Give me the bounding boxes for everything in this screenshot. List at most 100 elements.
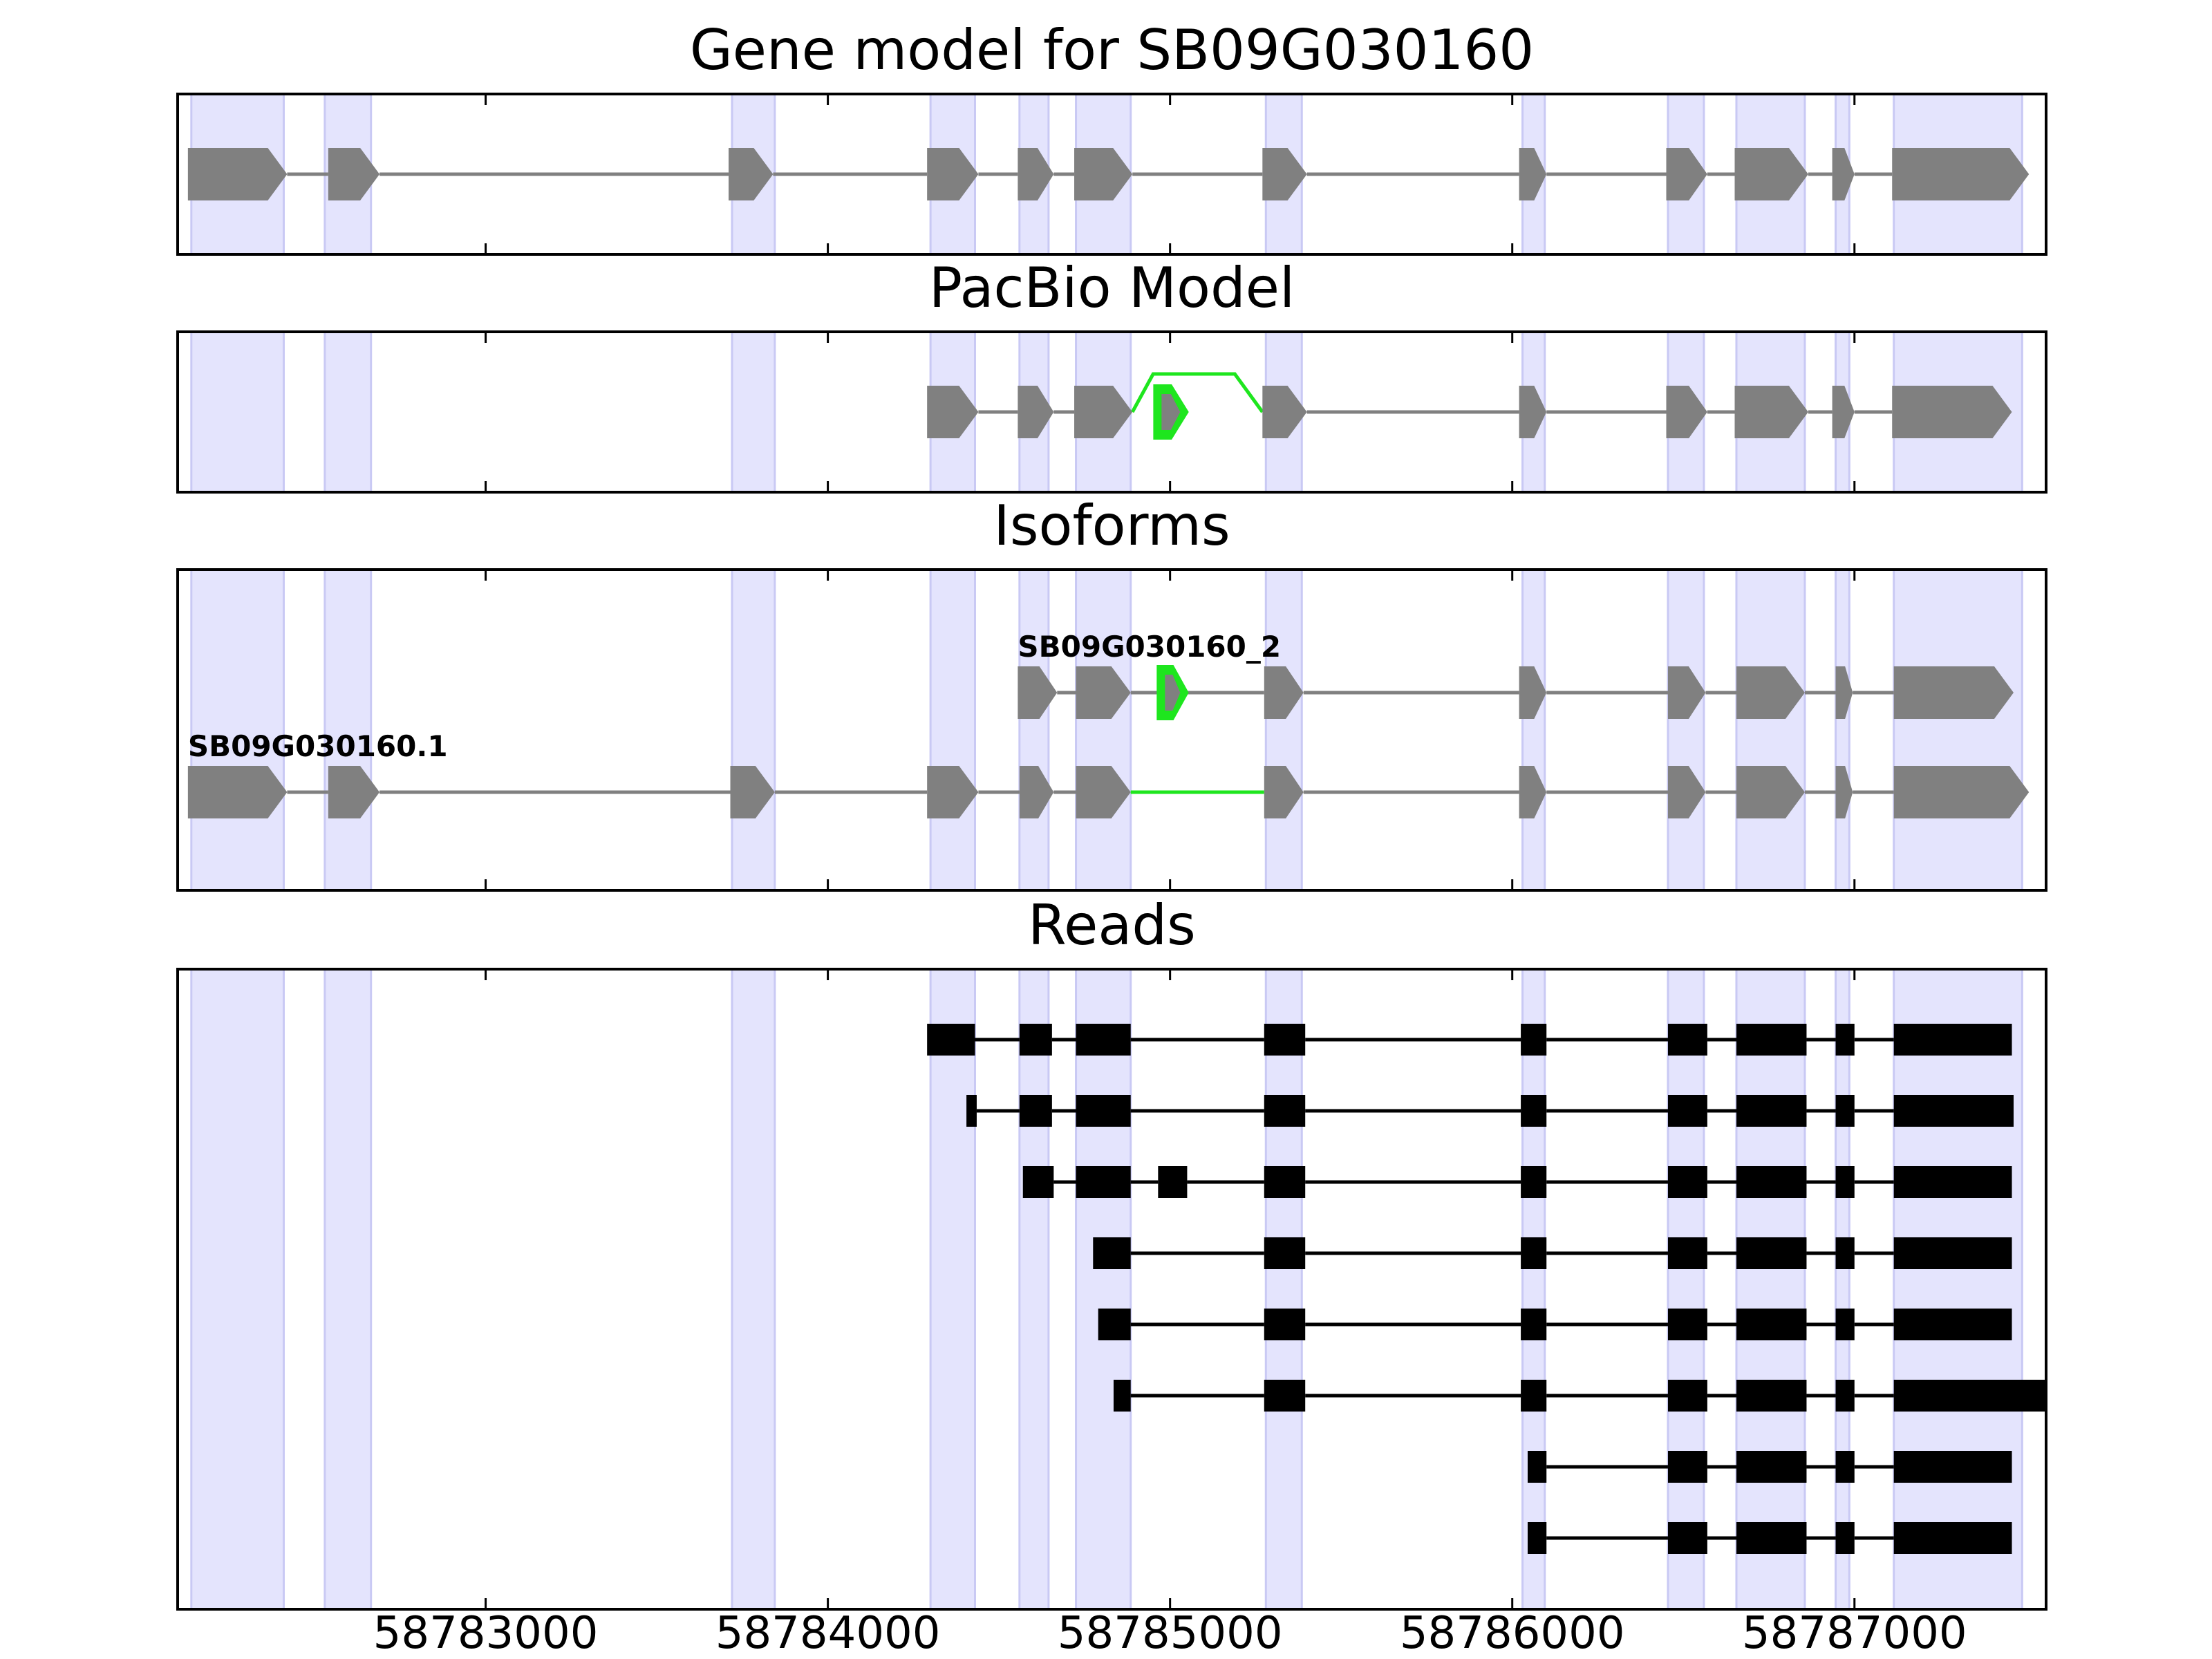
shaded-region xyxy=(1264,968,1303,1611)
read-exon xyxy=(1736,1451,1807,1483)
read-track xyxy=(966,1095,2014,1127)
read-exon xyxy=(1835,1522,1855,1554)
read-exon xyxy=(1893,1166,2012,1198)
read-exon xyxy=(1521,1024,1547,1056)
read-exon xyxy=(1736,1237,1807,1269)
exon-block xyxy=(1264,766,1304,818)
read-exon xyxy=(1736,1166,1807,1198)
exon-block xyxy=(1736,666,1805,719)
shaded-region xyxy=(1667,568,1705,892)
read-exon xyxy=(1667,1166,1707,1198)
x-tick-label: 58787000 xyxy=(1742,1608,1967,1659)
exon-block xyxy=(1892,148,2030,200)
read-exon xyxy=(1076,1024,1131,1056)
read-exon xyxy=(1736,1095,1807,1127)
panel-frame xyxy=(176,93,2047,256)
exon-block xyxy=(1019,766,1054,818)
shaded-region xyxy=(1521,568,1546,892)
exon-block xyxy=(1666,386,1707,438)
shaded-region xyxy=(190,968,285,1611)
exon-block xyxy=(1832,148,1855,200)
exon-block xyxy=(1734,386,1808,438)
shaded-region xyxy=(1018,968,1050,1611)
read-exon xyxy=(1835,1237,1855,1269)
shaded-region xyxy=(731,568,776,892)
exon-block xyxy=(927,148,979,200)
exon-block xyxy=(1018,386,1054,438)
shaded-region xyxy=(1667,968,1705,1611)
x-tick-label: 58785000 xyxy=(1058,1608,1283,1659)
read-exon xyxy=(1076,1166,1131,1198)
exon-block xyxy=(729,148,774,200)
exon-block xyxy=(730,766,775,818)
shaded-region xyxy=(1893,968,2023,1611)
read-exon xyxy=(1893,1522,2012,1554)
read-exon xyxy=(1893,1095,2014,1127)
exon-block xyxy=(328,148,380,200)
read-exon xyxy=(1521,1237,1547,1269)
gene-track xyxy=(927,372,2012,440)
read-exon xyxy=(1527,1451,1547,1483)
read-exon xyxy=(1022,1166,1054,1198)
panel-title: Isoforms xyxy=(993,494,1230,558)
panel-3: Isoforms SB09G030160_2 SB09G030160.1 xyxy=(176,494,2047,892)
shaded-region xyxy=(1893,568,2023,892)
exon-block xyxy=(1835,666,1853,719)
read-exon xyxy=(1736,1309,1807,1340)
read-exon xyxy=(1893,1024,2012,1056)
read-track xyxy=(1113,1380,2046,1412)
exon-block xyxy=(1666,148,1707,200)
read-exon xyxy=(927,1024,975,1056)
shaded-region xyxy=(1521,968,1546,1611)
exon-block xyxy=(1264,666,1304,719)
read-exon xyxy=(1667,1095,1707,1127)
panel-frame xyxy=(176,330,2047,494)
exon-block xyxy=(1519,766,1547,818)
exon-block xyxy=(927,386,979,438)
read-exon xyxy=(1835,1451,1855,1483)
exon-block xyxy=(1835,766,1853,818)
read-exon xyxy=(1835,1309,1855,1340)
read-exon xyxy=(1019,1095,1052,1127)
x-tick-label: 58783000 xyxy=(373,1608,599,1659)
panel-2: PacBio Model xyxy=(176,256,2047,494)
exon-block xyxy=(1076,666,1131,719)
exon-block xyxy=(1519,386,1547,438)
read-exon xyxy=(1521,1380,1547,1412)
exon-block xyxy=(1736,766,1805,818)
panel-4: Reads xyxy=(176,893,2047,1611)
exon-block xyxy=(1832,386,1855,438)
read-exon xyxy=(1113,1380,1131,1412)
shaded-region xyxy=(1735,968,1806,1611)
exon-block xyxy=(328,766,380,818)
shaded-region xyxy=(731,330,776,494)
x-tick-label: 58784000 xyxy=(715,1608,941,1659)
read-exon xyxy=(1264,1309,1306,1340)
gene-track xyxy=(187,148,2030,200)
shaded-region xyxy=(1075,968,1132,1611)
read-exon xyxy=(1667,1451,1707,1483)
read-exon xyxy=(1667,1024,1707,1056)
read-exon xyxy=(1264,1095,1306,1127)
shaded-region xyxy=(731,968,776,1611)
exon-block xyxy=(1018,666,1058,719)
exon-block xyxy=(1893,666,2014,719)
shaded-region xyxy=(1075,568,1132,892)
exon-block xyxy=(187,148,288,200)
shaded-region xyxy=(1735,568,1806,892)
exon-block xyxy=(1893,766,2030,818)
read-exon xyxy=(1736,1380,1807,1412)
read-exon xyxy=(1893,1237,2012,1269)
read-exon xyxy=(1521,1166,1547,1198)
exon-block xyxy=(1667,666,1706,719)
read-exon xyxy=(1667,1380,1707,1412)
exon-block xyxy=(1018,148,1054,200)
read-exon xyxy=(1835,1095,1855,1127)
read-exon xyxy=(1521,1095,1547,1127)
exon-block xyxy=(1667,766,1706,818)
shaded-region xyxy=(324,968,373,1611)
read-track xyxy=(1022,1166,2012,1198)
exon-block xyxy=(1076,766,1131,818)
exon-block xyxy=(927,766,979,818)
